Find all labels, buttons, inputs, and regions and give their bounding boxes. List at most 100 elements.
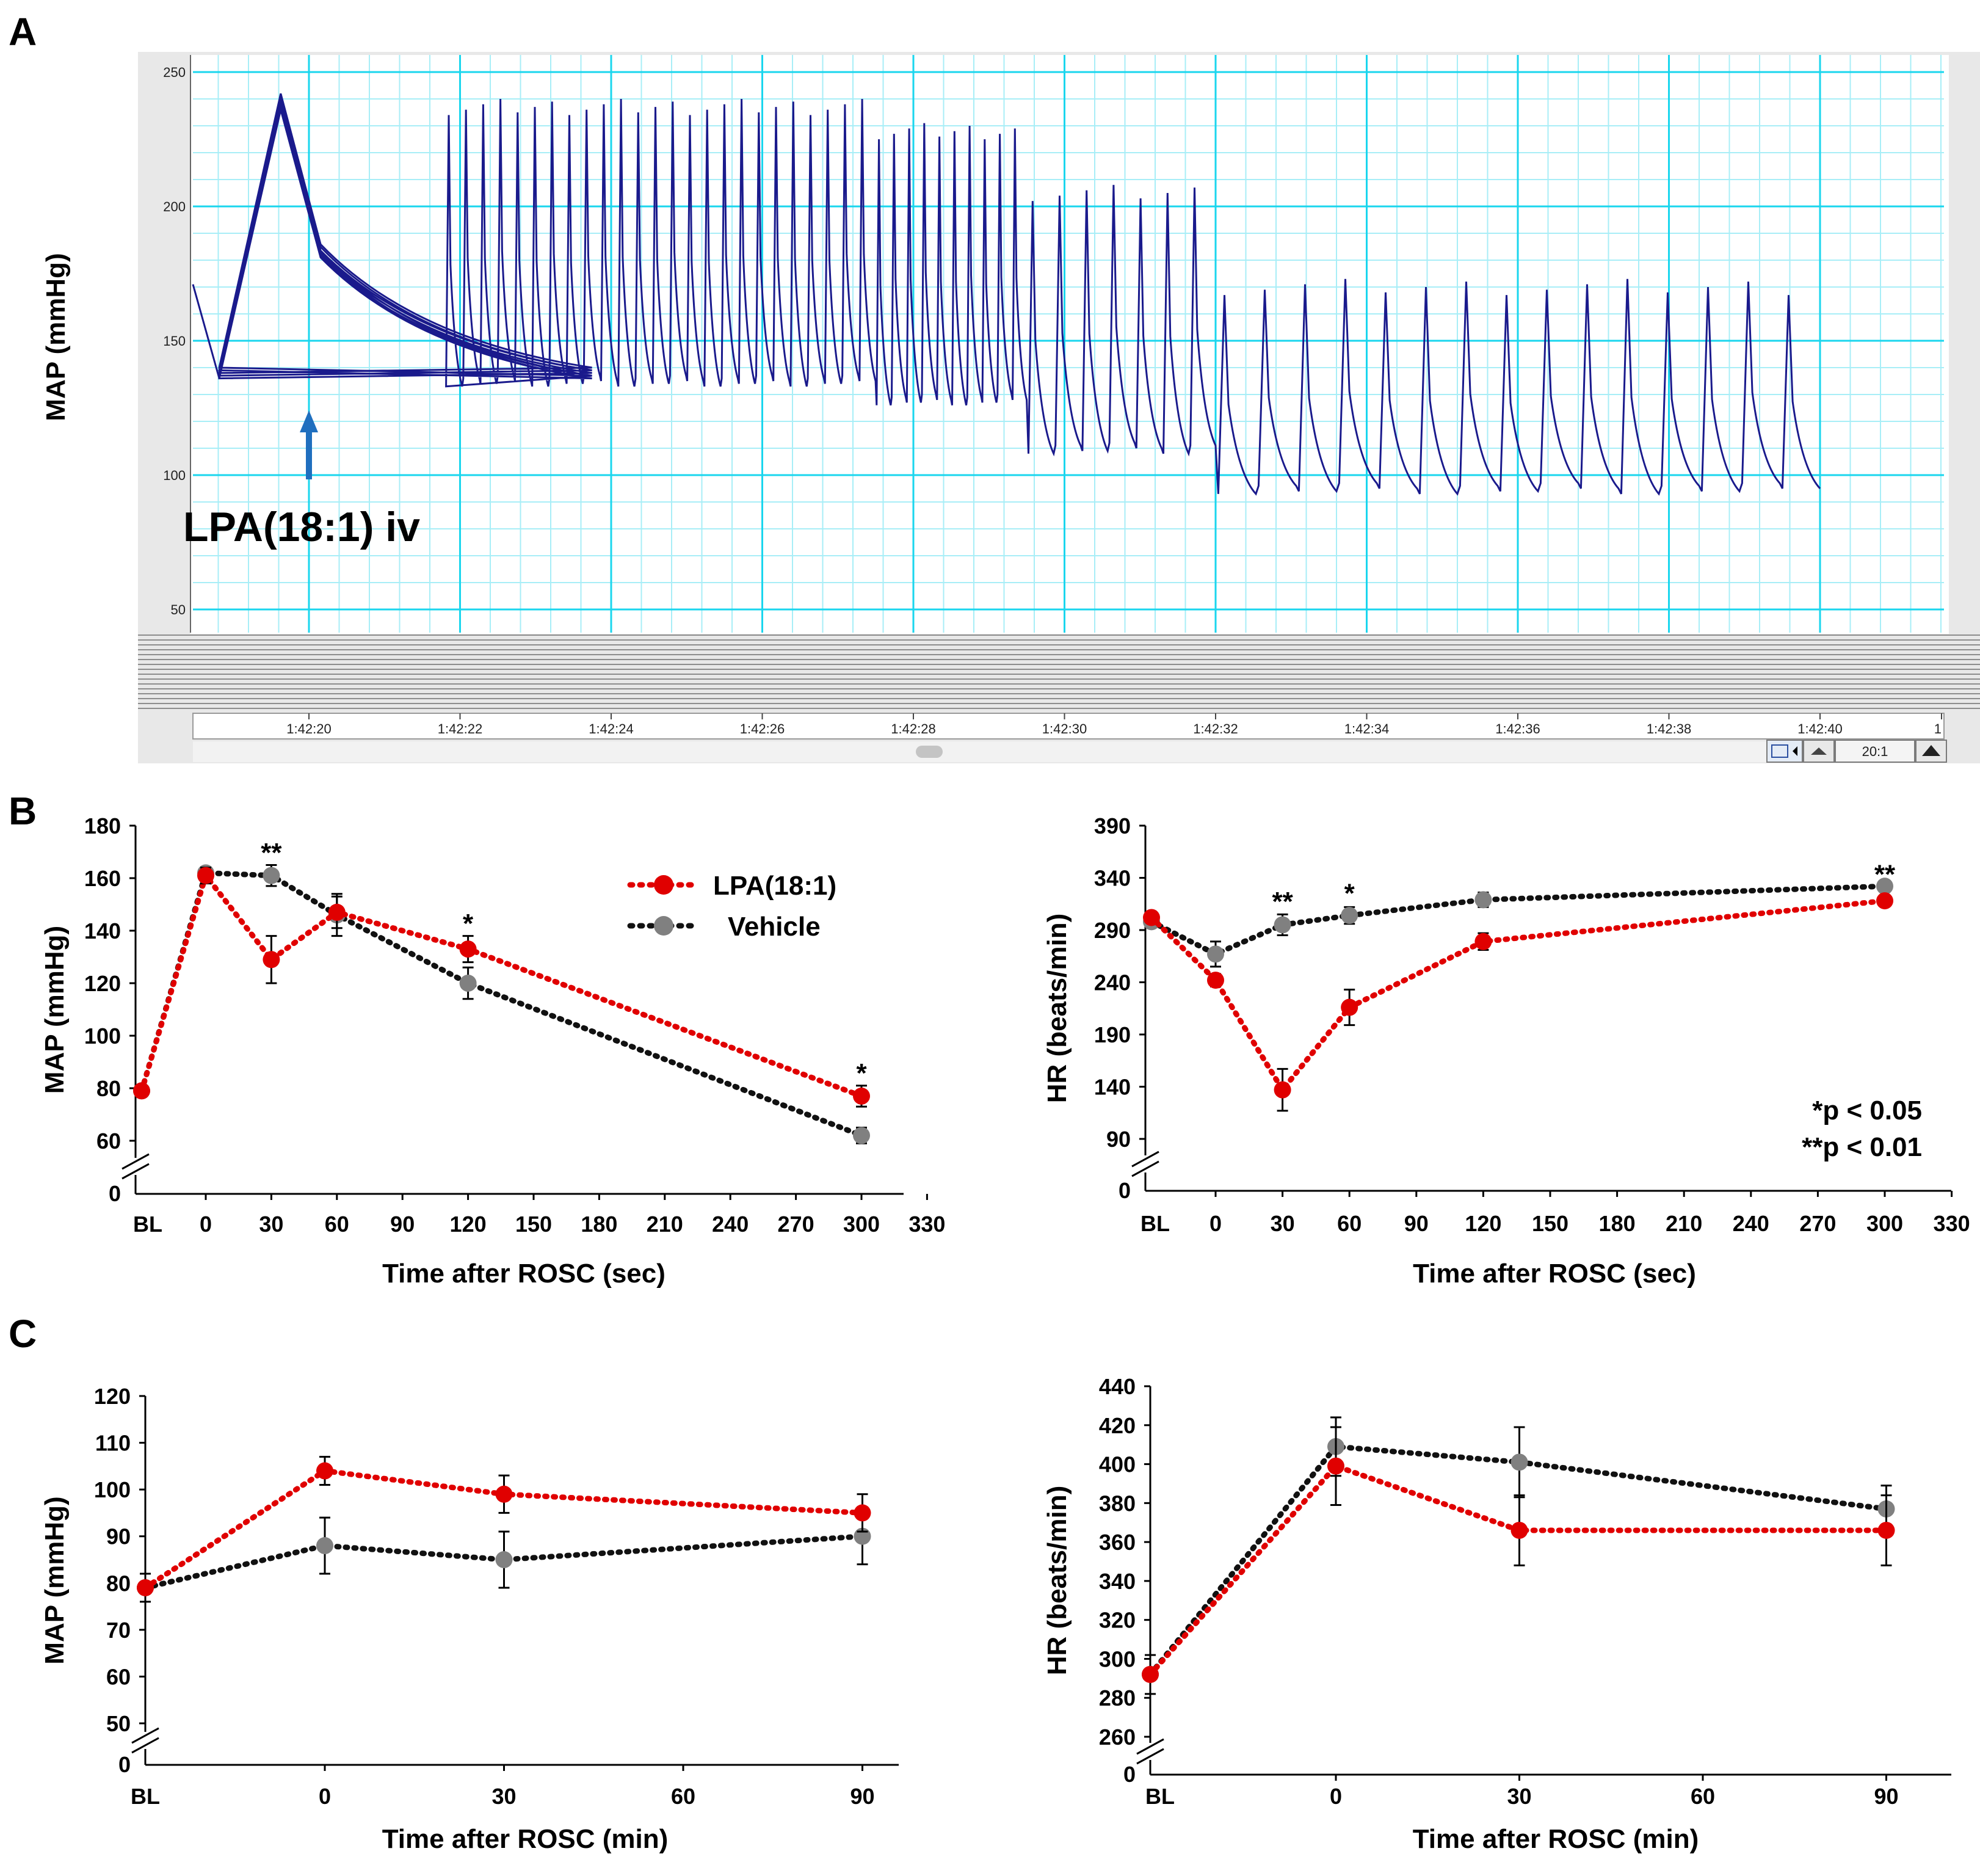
x-axis-title: Time after ROSC (sec) xyxy=(1413,1259,1696,1289)
x-tick-label: 180 xyxy=(1599,1211,1636,1236)
time-axis-label: 1:42:20 xyxy=(286,721,331,736)
x-tick-label: 90 xyxy=(850,1784,874,1809)
axis-break-mark xyxy=(131,1737,159,1754)
time-axis-label: 1:42:24 xyxy=(589,721,633,736)
data-point-lpa xyxy=(1341,998,1358,1016)
data-point-vehicle xyxy=(1207,945,1224,963)
time-axis-label: 1:42:38 xyxy=(1647,721,1691,736)
zoom-in-icon xyxy=(1922,745,1940,756)
compression-ratio-label: 20:1 xyxy=(1862,744,1888,759)
data-point-vehicle xyxy=(459,975,477,992)
recording-empty-channel xyxy=(138,634,1980,709)
time-axis-label: 1:42:32 xyxy=(1193,721,1238,736)
x-tick-label: 210 xyxy=(647,1212,683,1237)
time-axis-label: 1:42:30 xyxy=(1042,721,1087,736)
panel-b-hr-chart: 90 140 190 240 290 340 390 0 BL 0 30 60 90 120 150 180 2… xyxy=(1042,813,1970,1289)
y-tick-label: 120 xyxy=(84,971,121,996)
x-axis-title: Time after ROSC (min) xyxy=(1413,1824,1699,1854)
y-tick-label: 360 xyxy=(1099,1530,1136,1555)
x-tick-label: 0 xyxy=(319,1784,331,1809)
recording-y-axis-title: MAP (mmHg) xyxy=(41,253,71,421)
panel-a-recording: 250 200 150 100 50 MAP (mmHg) LPA(18:1) iv 1… xyxy=(41,52,1980,763)
y-tick-label: 190 xyxy=(1094,1022,1131,1047)
y-axis-title: MAP (mmHg) xyxy=(40,1496,70,1664)
data-point-lpa xyxy=(1876,892,1893,910)
zoom-controls: 20:1 xyxy=(1766,740,1947,763)
x-tick-label: BL xyxy=(133,1212,162,1237)
x-tick-label: 90 xyxy=(1874,1784,1898,1809)
significance-marker: ** xyxy=(261,838,282,868)
data-point-lpa xyxy=(197,867,214,884)
axis-break-mark xyxy=(1136,1738,1164,1755)
y-tick-label: 140 xyxy=(1094,1075,1131,1100)
significance-marker: * xyxy=(463,909,474,939)
x-tick-label: 240 xyxy=(712,1212,749,1237)
axis-break-mark xyxy=(1131,1151,1159,1168)
y-tick-label: 60 xyxy=(96,1129,121,1154)
data-point-vehicle xyxy=(1876,878,1893,895)
x-tick-label: BL xyxy=(1140,1211,1170,1236)
x-tick-label: 60 xyxy=(1691,1784,1715,1809)
time-axis-label: 1:42:40 xyxy=(1797,721,1842,736)
x-tick-label: 90 xyxy=(1404,1211,1429,1236)
y-tick-label: 120 xyxy=(94,1384,131,1409)
compression-ratio-field[interactable] xyxy=(1835,740,1915,763)
y-tick-label: 400 xyxy=(1099,1452,1136,1477)
fit-view-icon xyxy=(1771,744,1788,758)
x-tick-label: 0 xyxy=(200,1212,212,1237)
data-point-lpa xyxy=(459,940,477,958)
time-axis-label: 1 xyxy=(1934,721,1942,736)
data-point-lpa xyxy=(1327,1457,1344,1475)
recording-y-tick-label: 200 xyxy=(163,199,186,214)
axis-break-mark xyxy=(1131,1160,1159,1177)
axis-break-mark xyxy=(131,1727,159,1744)
y-tick-label: 110 xyxy=(95,1431,131,1456)
x-tick-label: 240 xyxy=(1733,1211,1769,1236)
data-point-vehicle xyxy=(316,1537,333,1555)
x-tick-label: 270 xyxy=(778,1212,814,1237)
legend: LPA(18:1) Vehicle xyxy=(627,871,836,942)
y-tick-label: 70 xyxy=(106,1618,131,1643)
x-tick-label: 150 xyxy=(515,1212,552,1237)
time-axis-bar xyxy=(192,713,1945,740)
data-point-vehicle xyxy=(1274,916,1291,934)
data-point-lpa xyxy=(1877,1521,1895,1539)
panel-letter-b: B xyxy=(9,789,37,833)
axis-break-mark xyxy=(121,1163,150,1180)
scrollbar-thumb[interactable] xyxy=(916,746,943,758)
x-tick-label: 30 xyxy=(1271,1211,1295,1236)
series-line-lpa xyxy=(139,870,865,1099)
y-tick-label: 300 xyxy=(1099,1646,1136,1671)
x-tick-label: 90 xyxy=(390,1212,415,1237)
x-tick-label: 300 xyxy=(843,1212,880,1237)
time-axis-label: 1:42:28 xyxy=(891,721,935,736)
time-axis-label: 1:42:22 xyxy=(438,721,482,736)
time-axis-label: 1:42:26 xyxy=(740,721,785,736)
x-tick-label: 300 xyxy=(1866,1211,1903,1236)
time-axis-label: 1:42:36 xyxy=(1495,721,1540,736)
recording-y-tick-label: 100 xyxy=(163,468,186,483)
recording-y-ticks: 250 200 150 100 50 xyxy=(163,55,191,633)
data-point-lpa xyxy=(1474,933,1492,950)
data-point-lpa xyxy=(1510,1521,1528,1539)
x-axis-title: Time after ROSC (sec) xyxy=(382,1259,665,1289)
y-tick-label: 440 xyxy=(1099,1374,1136,1399)
data-point-lpa xyxy=(316,1462,333,1480)
x-tick-label: 210 xyxy=(1666,1211,1702,1236)
y-tick-label: 280 xyxy=(1099,1685,1136,1711)
data-point-vehicle xyxy=(1341,907,1358,925)
panel-letter-c: C xyxy=(9,1312,37,1356)
y-tick-label: 180 xyxy=(84,813,121,838)
legend-vehicle-label: Vehicle xyxy=(728,912,821,942)
y-axis-title: HR (beats/min) xyxy=(1042,914,1072,1103)
horizontal-scrollbar[interactable] xyxy=(193,741,1944,762)
x-tick-label: 330 xyxy=(908,1212,945,1237)
y-tick-label: 240 xyxy=(1094,970,1131,995)
data-point-vehicle xyxy=(1510,1453,1528,1471)
y-tick-label: 260 xyxy=(1099,1725,1136,1750)
panel-letter-a: A xyxy=(9,10,37,54)
x-tick-label: 60 xyxy=(325,1212,349,1237)
y-tick-label: 320 xyxy=(1099,1608,1136,1633)
